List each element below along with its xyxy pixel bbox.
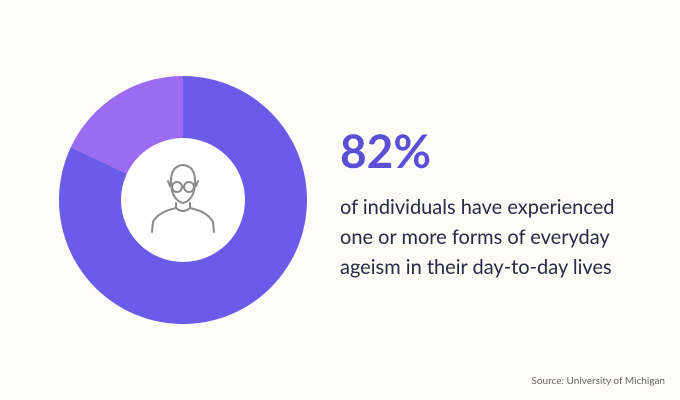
- headline-value: 82%: [340, 123, 431, 178]
- description-line: ageism in their day-to-day lives: [340, 255, 612, 279]
- donut-hole: [121, 138, 245, 262]
- donut-segment: [58, 76, 307, 325]
- source: Source: University of Michigan: [531, 375, 665, 387]
- donut-chart: [58, 76, 307, 325]
- person-icon: [151, 163, 215, 233]
- description-line: one or more forms of everyday: [340, 225, 610, 249]
- donut-segment: [70, 76, 183, 175]
- description-line: of individuals have experienced: [340, 195, 614, 219]
